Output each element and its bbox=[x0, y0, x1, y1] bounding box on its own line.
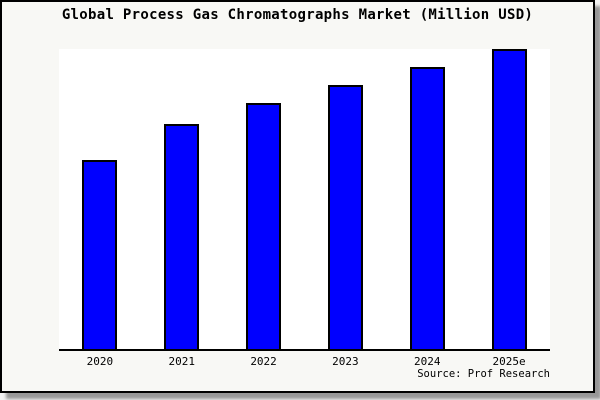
bar-slot-2021 bbox=[141, 49, 223, 349]
bars-container bbox=[59, 49, 550, 349]
bar-slot-2023 bbox=[304, 49, 386, 349]
bar-2022 bbox=[246, 103, 282, 349]
x-tick-label-2020: 2020 bbox=[86, 355, 114, 368]
bar-2025e bbox=[491, 49, 527, 349]
x-tick-label-2024: 2024 bbox=[413, 355, 441, 368]
bar-2020 bbox=[82, 160, 118, 349]
x-axis-labels: 2020 2021 2022 2023 2024 2025e bbox=[59, 355, 550, 368]
x-tick-label-2022: 2022 bbox=[250, 355, 277, 368]
source-note: Source: Prof Research bbox=[417, 368, 550, 380]
chart-title: Global Process Gas Chromatographs Market… bbox=[61, 7, 534, 23]
chart-frame: Global Process Gas Chromatographs Market… bbox=[0, 0, 595, 393]
bar-2024 bbox=[409, 67, 445, 349]
bar-2021 bbox=[164, 124, 200, 349]
bar-slot-2020 bbox=[59, 49, 141, 349]
bar-slot-2024 bbox=[386, 49, 468, 349]
x-tick-label-2021: 2021 bbox=[168, 355, 195, 368]
x-tick-label-2023: 2023 bbox=[332, 355, 359, 368]
bar-slot-2025e bbox=[468, 49, 550, 349]
bar-2023 bbox=[327, 85, 363, 349]
bar-slot-2022 bbox=[223, 49, 305, 349]
plot-area bbox=[59, 49, 550, 351]
x-tick-label-2025e: 2025e bbox=[492, 355, 526, 368]
